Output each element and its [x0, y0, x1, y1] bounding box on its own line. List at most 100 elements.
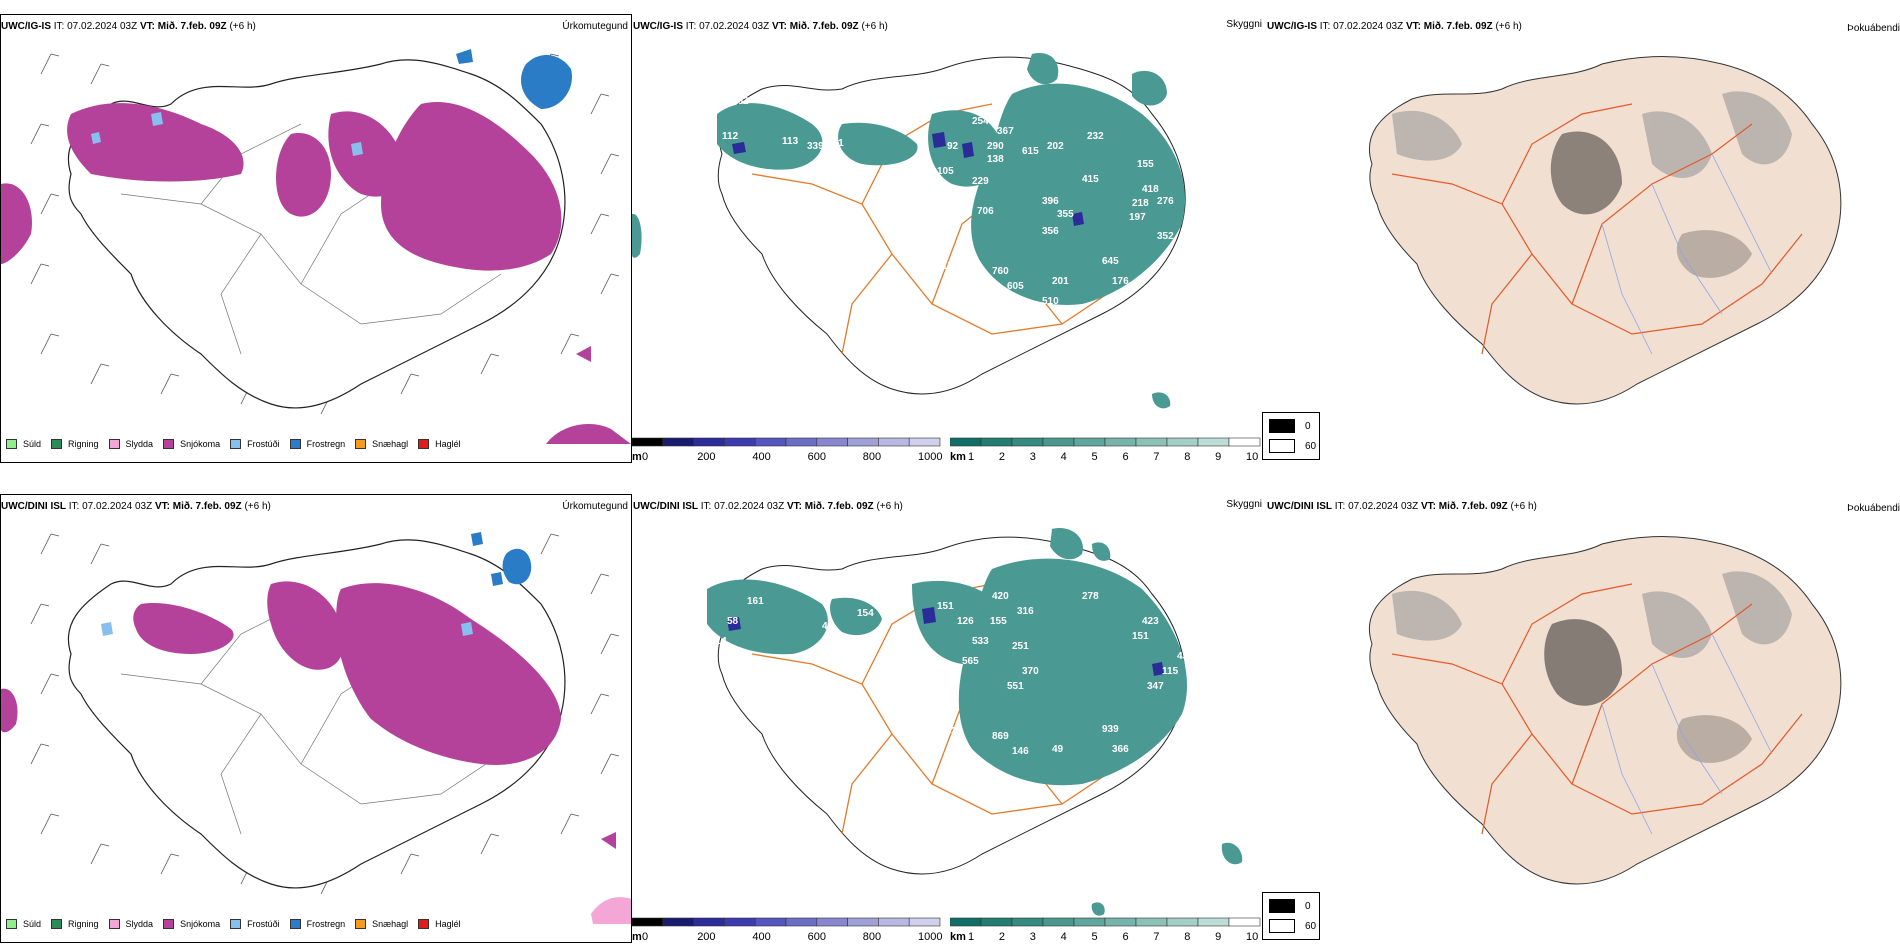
cloudbase-value: 278: [1082, 591, 1099, 602]
cloudbase-value: 316: [1017, 606, 1034, 617]
visibility-areas: [707, 528, 1243, 916]
colorbar-tick-label: 5: [1092, 931, 1098, 943]
cloud-panel-row1: UWC/IG-IS IT: 07.02.2024 03Z VT: Mið. 7.…: [632, 14, 1262, 464]
legend-item: Haglél: [418, 919, 461, 929]
panel-title: Skyggni: [1226, 19, 1262, 30]
colorbar-segment: [1073, 917, 1106, 927]
cloudbase-value: 396: [1042, 196, 1059, 207]
cloudbase-value: 218: [1132, 198, 1149, 209]
colorbar-tick-label: 5: [1092, 451, 1098, 463]
colorbar-tick-label: 200: [697, 931, 715, 943]
cloudbase-value: 645: [1102, 256, 1119, 267]
colorbar-segment: [878, 917, 910, 927]
cloudbase-patches: [727, 607, 1164, 676]
colorbar-tick-label: 9: [1215, 451, 1221, 463]
cloudbase-value: 105: [937, 166, 954, 177]
colorbar-segment: [878, 437, 910, 447]
colorbar-tick-label: 800: [863, 931, 881, 943]
cloudbase-value: 151: [1132, 631, 1149, 642]
cloudbase-value: 420: [992, 591, 1009, 602]
panel-header: UWC/DINI ISL IT: 07.02.2024 03Z VT: Mið.…: [1, 501, 271, 512]
cloudbase-value: 367: [997, 126, 1014, 137]
rivers: [1601, 633, 1773, 835]
legend-item: Frostúði: [230, 919, 280, 929]
colorbar-tick-label: 800: [863, 451, 881, 463]
panel-header: UWC/DINI ISL IT: 07.02.2024 03Z VT: Mið.…: [633, 501, 903, 512]
cloudbase-value: 202: [732, 96, 749, 107]
cloudbase-value: 151: [937, 601, 954, 612]
colorbar-tick-label: 2: [999, 451, 1005, 463]
colorbar-tick-label: 3: [1030, 931, 1036, 943]
cloudbase-value: 533: [972, 636, 989, 647]
legend-item: Súld: [6, 439, 41, 449]
cloudbase-value: 290: [987, 141, 1004, 152]
iceland-coastline: [1368, 536, 1842, 885]
cloudbase-value: 58: [727, 616, 739, 627]
colorbar-segment: [785, 917, 818, 927]
colorbar-tick-label: 1: [968, 931, 974, 943]
colorbar-tick-label: 6: [1122, 451, 1128, 463]
precip-map: [1, 49, 631, 444]
colorbar-segment: [754, 437, 787, 447]
colorbar-tick-label: 6: [1122, 931, 1128, 943]
map-frame: [0, 494, 632, 943]
cloudbase-value: 565: [962, 656, 979, 667]
cloudbase-colorbar: m 0 200 400 600 800 1000: [632, 916, 942, 946]
cloudbase-value: 176: [1112, 276, 1129, 287]
colorbar-tick-label: 0: [642, 451, 648, 463]
colorbar-tick-label: 1000: [918, 451, 942, 463]
fog-legend: 0 60: [1262, 892, 1320, 940]
cloudbase-value: 112: [722, 131, 739, 142]
cloudbase-value: 430: [932, 226, 949, 237]
colorbar-segment: [980, 917, 1013, 927]
cloudbase-value: 229: [972, 176, 989, 187]
cloud-panel-row2: UWC/DINI ISL IT: 07.02.2024 03Z VT: Mið.…: [632, 494, 1262, 944]
visibility-colorbar: km 1 2 3 4 5 6 7 8 9 10: [950, 436, 1262, 466]
panel-header: UWC/IG-IS IT: 07.02.2024 03Z VT: Mið. 7.…: [633, 21, 888, 32]
freezing-areas: [101, 532, 532, 636]
cloudbase-value: 154: [857, 608, 874, 619]
colorbar-tick-label: 600: [808, 931, 826, 943]
colorbar-unit: m: [632, 931, 642, 943]
colorbar-segment: [724, 917, 756, 927]
colorbar-tick-label: 7: [1153, 931, 1159, 943]
colorbar-tick-label: 200: [697, 451, 715, 463]
cloudbase-value: 939: [1102, 724, 1119, 735]
legend-item: Frostregn: [289, 919, 345, 929]
cloudbase-patches: [732, 132, 1084, 226]
cloudbase-value: 201: [1052, 276, 1069, 287]
panel-header: UWC/DINI ISL IT: 07.02.2024 03Z VT: Mið.…: [1267, 501, 1537, 512]
legend-item: Snæhagl: [355, 919, 408, 929]
colorbar-tick-label: 10: [1246, 451, 1258, 463]
cloudbase-value: 423: [1142, 616, 1159, 627]
cloudbase-value: 355: [1057, 209, 1074, 220]
roads: [1391, 583, 1803, 835]
legend-item: Slydda: [108, 439, 153, 449]
legend-item: Frostregn: [289, 439, 345, 449]
colorbar-segment: [908, 917, 941, 927]
colorbar-segment: [662, 437, 694, 447]
precip-panel-row2: UWC/DINI ISL IT: 07.02.2024 03Z VT: Mið.…: [0, 494, 632, 943]
cloudbase-value: 714: [710, 636, 727, 647]
cloudbase-value: 202: [1047, 141, 1064, 152]
rivers: [1601, 153, 1773, 355]
colorbar-tick-label: 2: [999, 931, 1005, 943]
iceland-coastline: [1368, 56, 1842, 405]
panel-header: UWC/IG-IS IT: 07.02.2024 03Z VT: Mið. 7.…: [1267, 21, 1522, 32]
precip-panel-row1: UWC/IG-IS IT: 07.02.2024 03Z VT: Mið. 7.…: [0, 14, 632, 463]
cloudbase-value: 177: [942, 261, 959, 272]
precip-legend: Súld Rigning Slydda Snjókoma Frostúði Fr…: [6, 439, 461, 449]
cloudbase-value: 41: [822, 621, 834, 632]
colorbar-tick-label: 3: [1030, 451, 1036, 463]
colorbar-tick-label: 1: [968, 451, 974, 463]
legend-item: Rigning: [51, 439, 99, 449]
cloudbase-value: 116: [912, 158, 929, 169]
cloudbase-value: 605: [1007, 281, 1024, 292]
cloudbase-value: 352: [1157, 231, 1174, 242]
cloudbase-value: 615: [1022, 146, 1039, 157]
legend-item: Haglél: [418, 439, 461, 449]
visibility-colorbar: km 1 2 3 4 5 6 7 8 9 10: [950, 916, 1262, 946]
colorbar-segment: [754, 917, 787, 927]
colorbar-segment: [1197, 437, 1230, 447]
legend-item: 60: [1269, 439, 1316, 453]
